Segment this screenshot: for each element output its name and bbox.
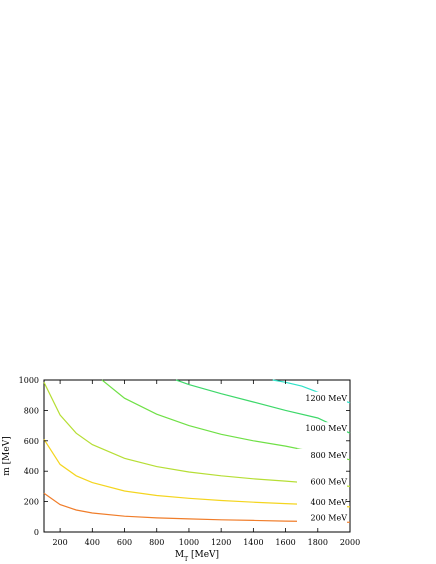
y-tick-label: 600 <box>24 437 39 446</box>
contour-line-1000-mev <box>175 379 351 434</box>
contour-line-600-mev <box>43 382 351 487</box>
x-tick-label: 400 <box>85 538 100 547</box>
contour-label-bg <box>297 511 347 524</box>
y-tick-label: 0 <box>34 528 39 537</box>
x-tick-label: 1200 <box>211 538 231 547</box>
contour-label-bg <box>297 422 347 435</box>
x-tick-label: 1600 <box>275 538 295 547</box>
x-tick-label: 1400 <box>243 538 263 547</box>
axes: 200 400 600 800 1000 1200 1400 1600 1800 2000 0 200… <box>19 376 361 547</box>
y-tick-label: 1000 <box>19 376 39 385</box>
x-tick-label: 2000 <box>340 538 360 547</box>
contour-labels: 200 MeV 400 MeV 600 MeV 800 MeV 1000 MeV 1200… <box>297 391 347 524</box>
contour-line-400-mev <box>43 438 351 508</box>
y-tick-label: 400 <box>24 467 39 476</box>
contour-label: 200 MeV <box>310 513 347 522</box>
contour-label-bg <box>297 495 347 508</box>
contour-label: 1000 MeV <box>305 424 347 433</box>
contour-label-bg <box>297 391 347 404</box>
x-tick-label: 200 <box>52 538 67 547</box>
y-tick-label: 800 <box>24 406 39 415</box>
contour-line-200-mev <box>43 492 351 523</box>
contour-label: 1200 MeV <box>305 394 347 403</box>
contour-label: 600 MeV <box>310 477 347 486</box>
contour-label: 400 MeV <box>310 498 347 507</box>
x-axis-title: MT [MeV] <box>175 550 219 563</box>
contour-label-bg <box>297 475 347 488</box>
contour-label-bg <box>297 448 347 461</box>
contour-label: 800 MeV <box>310 451 347 460</box>
y-tick-label: 200 <box>24 498 39 507</box>
x-tick-label: 600 <box>117 538 132 547</box>
x-tick-label: 1000 <box>179 538 199 547</box>
x-tick-label: 800 <box>149 538 164 547</box>
y-axis-title: m [MeV] <box>2 436 12 475</box>
x-tick-label: 1800 <box>308 538 328 547</box>
plot-frame <box>43 379 351 533</box>
